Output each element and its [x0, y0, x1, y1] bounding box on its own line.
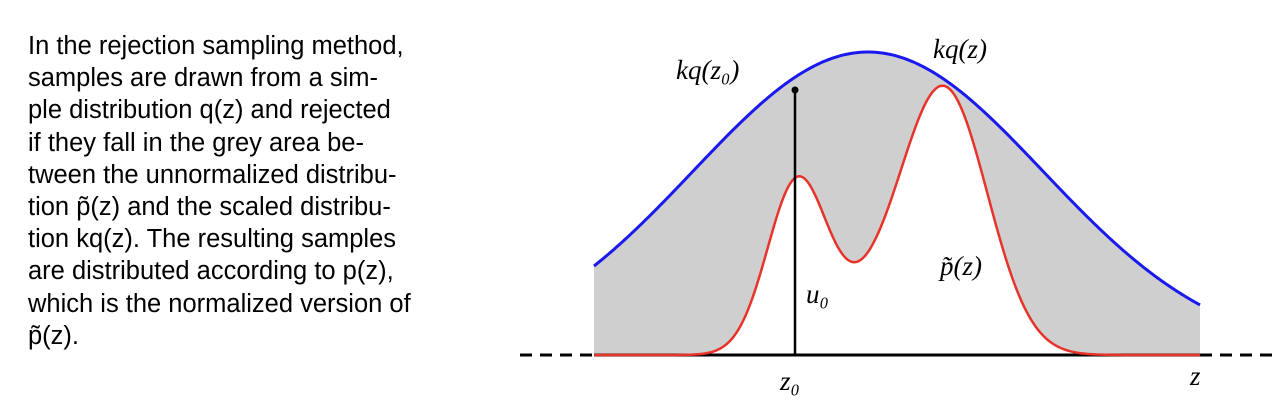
caption-line-7: tion kq(z). The resulting samples	[28, 225, 397, 254]
label-z0: z₀	[779, 366, 800, 396]
label-kq-z0: kq(z₀)	[676, 55, 739, 85]
label-z: z	[1189, 361, 1201, 391]
kq-curve	[593, 50, 1201, 307]
caption-line-9: which is the normalized version of	[28, 289, 411, 318]
caption-line-8: are distributed according to p(z),	[28, 257, 394, 286]
label-u0: u₀	[806, 279, 829, 309]
caption-line-4: if they fall in the grey area be-	[28, 128, 364, 157]
caption-line-5: tween the unnormalized distribu-	[28, 160, 397, 189]
caption-line-6: tion p̃(z) and the scaled distribu-	[28, 193, 391, 222]
label-p-tilde: p̃(z)	[938, 251, 982, 281]
caption-line-10: p̃(z).	[28, 321, 79, 350]
label-kq-z: kq(z)	[933, 34, 987, 64]
caption-line-3: ple distribution q(z) and rejected	[28, 96, 391, 125]
p-tilde-curve	[594, 84, 1200, 357]
kq-z0-point	[791, 86, 799, 94]
caption: In the rejection sampling method, sample…	[28, 30, 498, 352]
caption-line-1: In the rejection sampling method,	[28, 32, 404, 60]
rejection-region	[594, 52, 1200, 355]
caption-line-2: samples are drawn from a sim-	[28, 64, 379, 93]
